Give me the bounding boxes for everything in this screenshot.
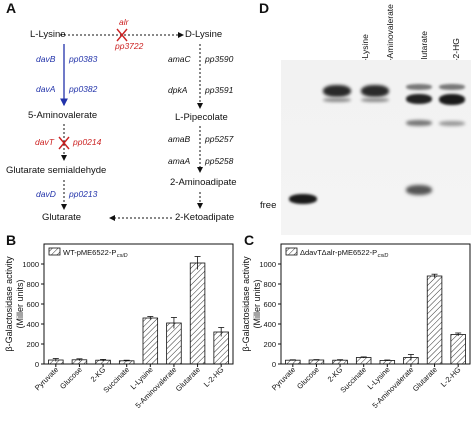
x-tick-label: Glucose [295, 365, 321, 391]
x-tick-label: Succinate [101, 365, 131, 395]
legend-label-sub: csiD [117, 253, 128, 259]
band-low-lane5 [439, 121, 465, 126]
gene-pp3591: pp3591 [205, 85, 234, 95]
legend-label: ΔdavTΔalr-pME6522-P [300, 248, 377, 257]
node-glutarate-semialdehyde: Glutarate semialdehyde [6, 165, 107, 176]
y-tick-label: 0 [35, 360, 39, 369]
x-tick-label: 5-Aminovalerate [133, 365, 178, 410]
gene-pp5257: pp5257 [205, 134, 234, 144]
panel-d-label: D [259, 0, 270, 16]
band-smear-lane3 [361, 98, 389, 102]
red-x-icon [116, 28, 128, 42]
x-tick-label: L-2-HG [439, 365, 463, 389]
band-mid-lane5 [439, 94, 465, 105]
band-mid-lane4 [406, 94, 432, 104]
y-tick-label: 0 [272, 360, 276, 369]
node-d-lysine: D-Lysine [185, 29, 223, 40]
node-pipecolate: L-Pipecolate [175, 112, 228, 123]
gene-pp3590: pp3590 [205, 54, 234, 64]
band-shift-lane2 [323, 85, 351, 97]
panel-b-label: B [6, 232, 17, 248]
x-tick-label: Succinate [338, 365, 368, 395]
gene-amaC: amaC [168, 54, 191, 64]
bar-l-2-hg [450, 334, 466, 365]
y-tick-label: 1000 [259, 260, 276, 269]
band-free-lane4 [406, 185, 432, 195]
gene-pp3722: pp3722 [115, 41, 144, 51]
panel-c-label: C [244, 232, 255, 248]
x-tick-label: Glucose [58, 365, 84, 391]
bar-succinate [355, 357, 372, 365]
y-tick-label: 1000 [22, 260, 39, 269]
node-2-aminoadipate: 2-Aminoadipate [170, 177, 237, 188]
y-tick-label: 200 [26, 340, 39, 349]
chart-b: 0 200 400 600 800 1000 β-Galactosidase activit… [4, 243, 234, 410]
free-probe-label: free [260, 200, 277, 211]
pathway-arrows [58, 28, 203, 221]
bar-pyruvate [285, 359, 301, 365]
x-tick-label: 2-KG [326, 365, 345, 384]
y-axis-label: β-Galactosidase activity [241, 256, 251, 352]
x-tick-label: Glutarate [411, 365, 439, 393]
x-tick-label: Glutarate [174, 365, 202, 393]
node-glutarate: Glutarate [42, 212, 82, 223]
gene-amaA: amaA [168, 156, 191, 166]
y-axis-label-units: (Miller units) [15, 279, 25, 328]
y-tick-label: 800 [263, 280, 276, 289]
bar-l-2-hg [213, 331, 229, 365]
gene-pp0213: pp0213 [69, 189, 98, 199]
node-l-lysine: L-Lysine [30, 29, 66, 40]
gene-pp5258: pp5258 [205, 156, 234, 166]
bar-2-kg [332, 359, 348, 365]
bar-l-lysine [142, 317, 159, 365]
gene-pp0214: pp0214 [73, 137, 102, 147]
y-tick-label: 200 [263, 340, 276, 349]
band-free-lane1 [289, 194, 317, 204]
emsa-gel-image [281, 60, 471, 235]
legend-swatch [48, 247, 61, 256]
gene-pp0382: pp0382 [69, 84, 98, 94]
lane-label-5-aminovalerate: 5-Aminovalerate [385, 4, 395, 66]
x-tick-label: L-2-HG [202, 365, 226, 389]
gene-davD: davD [36, 189, 56, 199]
x-tick-label: Pyruvate [33, 365, 60, 392]
gene-davT: davT [35, 137, 54, 147]
bar-glucose [308, 359, 325, 365]
gene-davB: davB [36, 54, 56, 64]
gene-davA: davA [36, 84, 56, 94]
y-tick-label: 600 [263, 300, 276, 309]
gene-pp0383: pp0383 [69, 54, 98, 64]
band-shift-lane3 [361, 85, 389, 97]
band-top-lane5 [439, 84, 465, 90]
node-5-aminovalerate: 5-Aminovalerate [28, 110, 98, 121]
bar-glutarate [189, 262, 206, 365]
x-tick-label: 2-KG [89, 365, 108, 384]
red-x-icon-davt [58, 136, 70, 150]
y-tick-label: 400 [263, 320, 276, 329]
legend-swatch [285, 247, 298, 256]
node-2-ketoadipate: 2-Ketoadipate [175, 212, 235, 223]
bar-glutarate [426, 275, 443, 365]
gene-amaB: amaB [168, 134, 191, 144]
chart-c: 0 200 400 600 800 1000 β-Galactosidase activit… [241, 243, 471, 410]
y-tick-label: 600 [26, 300, 39, 309]
legend-label: WT-pME6522-P [63, 248, 116, 257]
panel-a-label: A [6, 0, 17, 16]
x-tick-label: 5-Aminovalerate [370, 365, 415, 410]
x-tick-label: Pyruvate [270, 365, 297, 392]
bar-l-lysine [379, 360, 396, 365]
band-top-lane4 [406, 84, 432, 90]
y-axis-label: β-Galactosidase activity [4, 256, 14, 352]
gene-alr: alr [119, 17, 129, 27]
legend-label-sub: csiD [378, 253, 389, 259]
band-low-lane4 [406, 120, 432, 126]
y-axis-label-units: (Miller units) [252, 279, 262, 328]
gene-dpkA: dpkA [168, 85, 188, 95]
bar-5-aminovalerate [166, 322, 182, 365]
band-smear-lane2 [323, 98, 351, 102]
y-tick-label: 800 [26, 280, 39, 289]
y-tick-label: 400 [26, 320, 39, 329]
